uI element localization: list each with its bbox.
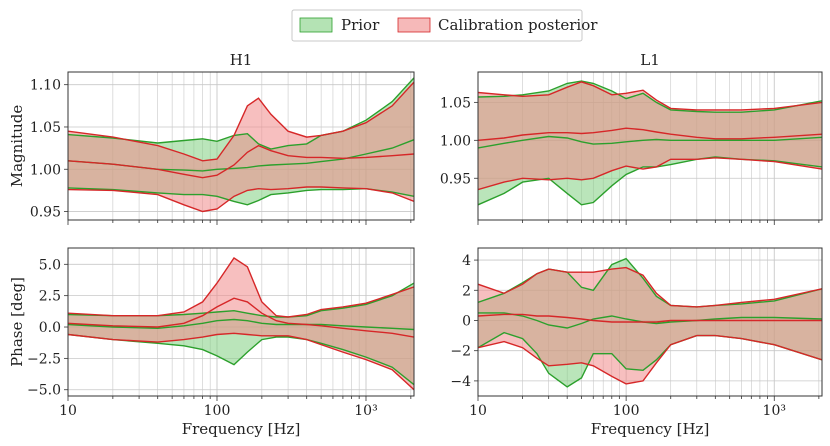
prior-lower-line (68, 187, 414, 206)
plot-frame (477, 247, 823, 397)
y-tick-label: 0.0 (39, 320, 61, 336)
y-tick-label: 1.00 (30, 162, 61, 178)
x-tick-label: 10 (59, 403, 77, 419)
panel-h1-mag: 0.95 1.00 1.05 1.10 H1 Magnitude (8, 51, 415, 225)
y-tick-label: 0 (462, 313, 471, 329)
posterior-lower-line (68, 186, 414, 213)
posterior-band (68, 258, 414, 390)
prior-lower-line (68, 333, 414, 386)
y-axis-label: Magnitude (8, 105, 26, 188)
posterior-median-line (478, 313, 822, 323)
y-axis-label: Phase [deg] (8, 277, 26, 367)
panel-h1-phase: −5.0 −2.5 0.0 2.5 5.0 10 100 10³ Frequency [Hz] P… (8, 247, 415, 438)
legend-prior-label: Prior (341, 16, 380, 34)
y-tick-label: 1.00 (440, 133, 471, 149)
legend-posterior-swatch (397, 17, 431, 33)
prior-upper-line (68, 77, 414, 150)
prior-upper-line (68, 282, 414, 318)
x-tick-label: 100 (204, 403, 231, 419)
plot-frame (67, 247, 415, 397)
legend: Prior Calibration posterior (291, 9, 598, 42)
y-tick-label: 1.05 (30, 120, 61, 136)
legend-frame (291, 9, 583, 42)
posterior-lower-line (478, 157, 822, 191)
posterior-upper-line (478, 81, 822, 111)
prior-upper-line (478, 80, 822, 113)
y-tick-label: 5.0 (39, 257, 61, 273)
plot-frame (67, 71, 415, 221)
y-tick-label: −2.5 (27, 351, 61, 367)
x-axis-label: Frequency [Hz] (591, 420, 710, 438)
x-tick-label: 100 (613, 403, 640, 419)
y-tick-label: 2 (462, 283, 471, 299)
posterior-lower-line (68, 332, 414, 391)
posterior-median-line (68, 297, 414, 338)
posterior-upper-line (68, 257, 414, 318)
posterior-lower-line (478, 334, 822, 385)
posterior-median-line (68, 144, 414, 179)
panel-l1-phase: −4 −2 0 2 4 10 100 10³ Frequency [Hz] (450, 247, 823, 438)
plot-frame (477, 71, 823, 221)
legend-prior-swatch (299, 17, 333, 33)
panel-title: L1 (640, 51, 660, 69)
y-tick-label: 0.95 (440, 171, 471, 187)
posterior-band (478, 81, 822, 190)
x-tick-label: 10³ (354, 403, 377, 419)
prior-median-line (68, 318, 414, 331)
prior-median-line (478, 135, 822, 149)
y-tick-label: 4 (462, 253, 471, 269)
posterior-median-line (478, 127, 822, 141)
panel-title: H1 (230, 51, 253, 69)
posterior-band (478, 267, 822, 384)
legend-posterior-label: Calibration posterior (438, 16, 598, 34)
posterior-upper-line (68, 81, 414, 162)
y-tick-label: 0.95 (30, 205, 61, 221)
y-tick-label: 2.5 (39, 289, 61, 305)
x-axis-label: Frequency [Hz] (182, 420, 301, 438)
x-tick-label: 10 (469, 403, 487, 419)
y-tick-label: 1.10 (30, 78, 61, 94)
y-tick-label: −4 (450, 374, 471, 390)
posterior-band (68, 82, 414, 212)
prior-median-line (478, 312, 822, 329)
y-tick-label: 1.05 (440, 95, 471, 111)
panel-l1-mag: 0.95 1.00 1.05 L1 (440, 51, 823, 225)
y-tick-label: −5.0 (27, 383, 61, 399)
y-tick-label: −2 (450, 344, 471, 360)
posterior-upper-line (478, 266, 822, 308)
x-tick-label: 10³ (763, 403, 786, 419)
